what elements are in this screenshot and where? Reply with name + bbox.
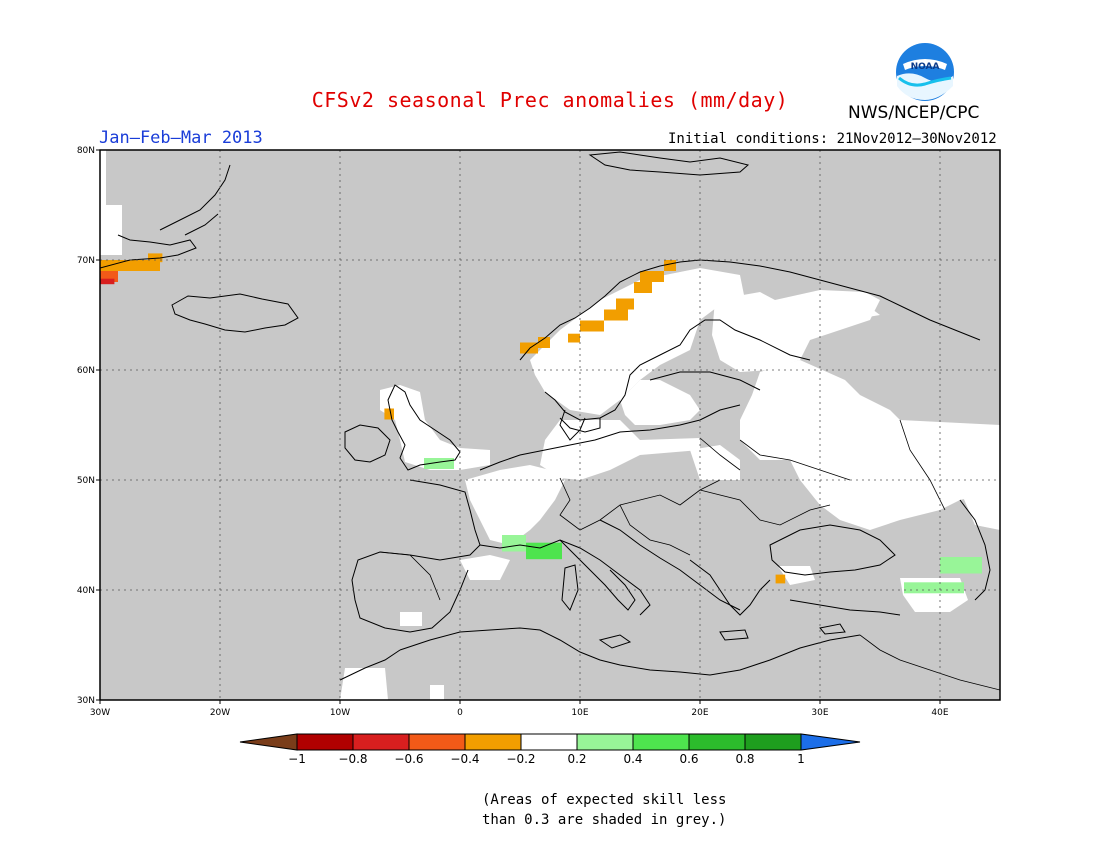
colorbar-label: 0.6 (679, 752, 698, 766)
skill-note-line1: (Areas of expected skill less (482, 792, 727, 808)
map-frame (99, 149, 1001, 701)
colorbar-low-arrow (239, 733, 298, 751)
colorbar-high-arrow (800, 733, 861, 751)
colorbar-box (408, 733, 466, 751)
anomaly-cell (940, 557, 982, 574)
lon-tick-label: 20E (691, 708, 708, 718)
initial-conditions-label: Initial conditions: 21Nov2012–30Nov2012 (668, 131, 997, 147)
lon-tick-label: 30W (90, 708, 110, 718)
lon-tick-label: 0 (457, 708, 463, 718)
longitude-axis: 30W 20W 10W 0 10E 20E 30E 40E (90, 700, 949, 718)
anomaly-cell (520, 342, 538, 354)
colorbar-label: 0.2 (567, 752, 586, 766)
lat-tick-label: 70N (77, 256, 95, 266)
colorbar-box (632, 733, 690, 751)
anomaly-cell (904, 582, 964, 594)
anomaly-cell (775, 574, 786, 584)
anomaly-cell (616, 298, 634, 310)
lon-tick-label: 40E (931, 708, 948, 718)
latitude-axis: 30N 40N 50N 60N 70N 80N (77, 146, 100, 706)
anomaly-cell (580, 320, 604, 332)
anomaly-cell (640, 271, 664, 282)
lat-tick-label: 80N (77, 146, 95, 156)
lon-tick-label: 10W (330, 708, 350, 718)
skill-note-line2: than 0.3 are shaded in grey.) (482, 812, 727, 828)
season-label: Jan–Feb–Mar 2013 (99, 128, 263, 148)
colorbar-box (520, 733, 578, 751)
anomaly-cell (568, 333, 580, 343)
colorbar-box (744, 733, 802, 751)
colorbar-label: 0.4 (623, 752, 642, 766)
colorbar-label: −0.4 (450, 752, 479, 766)
colorbar-label: −0.6 (394, 752, 423, 766)
anomaly-cell (538, 337, 550, 348)
lat-tick-label: 60N (77, 366, 95, 376)
noaa-logo-icon: NOAA (893, 42, 957, 106)
anomaly-cell (100, 271, 118, 282)
lon-tick-label: 30E (811, 708, 828, 718)
anomaly-cell (148, 253, 163, 263)
anomaly-cells (100, 253, 982, 594)
chart-title: CFSv2 seasonal Prec anomalies (mm/day) (311, 88, 789, 112)
colorbar-label: −0.2 (506, 752, 535, 766)
anomaly-cell (100, 260, 160, 271)
colorbar-label: 0.8 (735, 752, 754, 766)
colorbar-box (296, 733, 354, 751)
colorbar-label: 1 (797, 752, 805, 766)
graticule (100, 150, 1000, 700)
colorbar-label: −0.8 (338, 752, 367, 766)
anomaly-cell (424, 458, 454, 469)
anomaly-cell (100, 278, 115, 285)
neutral-anomaly-areas (100, 150, 1000, 700)
agency-label: NWS/NCEP/CPC (848, 103, 980, 123)
noaa-logo-text: NOAA (911, 62, 940, 72)
lat-tick-label: 30N (77, 696, 95, 706)
anomaly-cell (502, 535, 526, 552)
colorbar-box (576, 733, 634, 751)
colorbar-box (464, 733, 522, 751)
lon-tick-label: 20W (210, 708, 230, 718)
colorbar-box (688, 733, 746, 751)
colorbar-label: −1 (288, 752, 306, 766)
anomaly-cell (604, 309, 628, 321)
anomaly-cell (664, 260, 676, 271)
colorbar-box (352, 733, 410, 751)
anomaly-cell (384, 408, 394, 420)
anomaly-cell (634, 282, 652, 293)
lat-tick-label: 50N (77, 476, 95, 486)
lat-tick-label: 40N (77, 586, 95, 596)
lon-tick-label: 10E (571, 708, 588, 718)
